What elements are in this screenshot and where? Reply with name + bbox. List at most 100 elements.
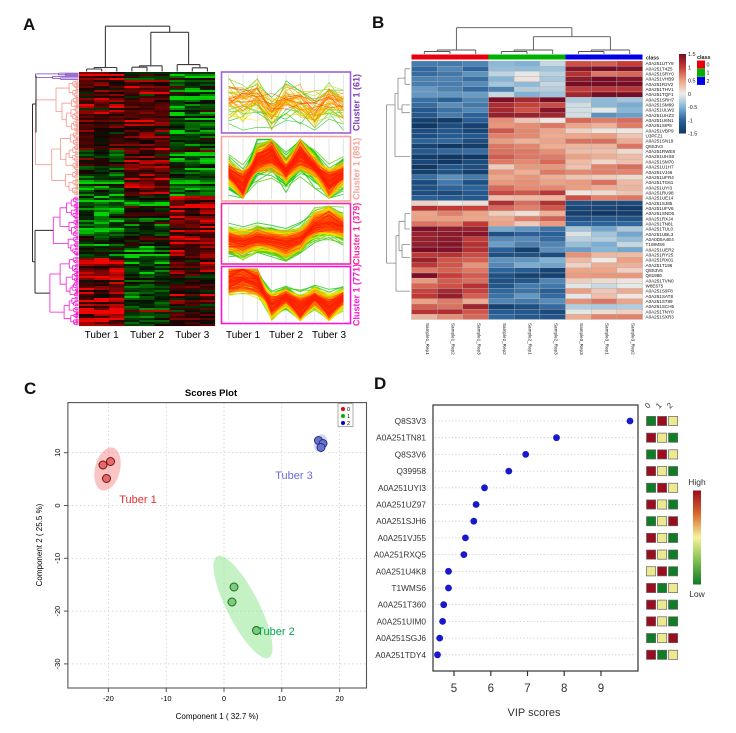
svg-text:5: 5 bbox=[451, 683, 457, 695]
svg-text:-30: -30 bbox=[53, 658, 62, 669]
svg-text:A0A251UHS8: A0A251UHS8 bbox=[646, 154, 675, 159]
svg-text:A0A251SRY0: A0A251SRY0 bbox=[646, 72, 675, 77]
svg-text:A0A251UER2: A0A251UER2 bbox=[646, 247, 675, 252]
svg-text:-0.5: -0.5 bbox=[688, 105, 697, 111]
svg-text:Sample3_Rep1: Sample3_Rep1 bbox=[605, 323, 610, 355]
svg-text:A0A251U4K8: A0A251U4K8 bbox=[376, 566, 427, 576]
svg-text:Tuber 1: Tuber 1 bbox=[119, 494, 157, 506]
svg-text:A0A251ULW2: A0A251ULW2 bbox=[646, 108, 675, 113]
svg-text:-10: -10 bbox=[161, 694, 172, 703]
svg-text:A0A251SM70: A0A251SM70 bbox=[646, 159, 675, 164]
svg-text:A0A251RX01: A0A251RX01 bbox=[646, 258, 674, 263]
svg-text:A0A251TUL0: A0A251TUL0 bbox=[646, 227, 674, 232]
svg-text:0: 0 bbox=[643, 401, 653, 411]
svg-text:A0A251UTY9: A0A251UTY9 bbox=[646, 61, 675, 66]
svg-text:Sample2_Rep2: Sample2_Rep2 bbox=[502, 323, 507, 355]
svg-text:A0A251SJ85: A0A251SJ85 bbox=[646, 201, 673, 206]
svg-text:A0A251UFR4: A0A251UFR4 bbox=[646, 175, 675, 180]
svg-text:A: A bbox=[23, 15, 35, 34]
svg-text:A0A251SAT8: A0A251SAT8 bbox=[646, 294, 674, 299]
svg-text:-10: -10 bbox=[53, 553, 62, 564]
svg-text:A0A251SN19: A0A251SN19 bbox=[646, 139, 674, 144]
svg-text:Sample1_Rep2: Sample1_Rep2 bbox=[451, 323, 456, 355]
svg-text:A0A251TVN0: A0A251TVN0 bbox=[646, 278, 675, 283]
svg-text:Q8S3V3: Q8S3V3 bbox=[646, 144, 664, 149]
svg-text:Tuber 2: Tuber 2 bbox=[130, 330, 165, 341]
svg-text:A0A251UZ97: A0A251UZ97 bbox=[376, 500, 426, 510]
svg-text:A0A251SCH5: A0A251SCH5 bbox=[646, 304, 675, 309]
svg-text:A0A251VBP9: A0A251VBP9 bbox=[646, 128, 675, 133]
svg-text:0: 0 bbox=[707, 63, 710, 69]
svg-text:A0A251T360: A0A251T360 bbox=[378, 600, 427, 610]
svg-text:A0A251R2V2: A0A251R2V2 bbox=[646, 82, 674, 87]
svg-text:A0A251VJ55: A0A251VJ55 bbox=[378, 533, 427, 543]
svg-text:1: 1 bbox=[347, 414, 350, 420]
svg-text:A0A251UYI3: A0A251UYI3 bbox=[646, 185, 673, 190]
svg-text:A0A251TDY4: A0A251TDY4 bbox=[375, 650, 426, 660]
svg-text:Cluster 1 (771): Cluster 1 (771) bbox=[352, 264, 362, 326]
svg-text:1: 1 bbox=[707, 71, 710, 77]
svg-text:A0A251SRH7: A0A251SRH7 bbox=[646, 97, 675, 102]
svg-text:A0A251U1H7: A0A251U1H7 bbox=[646, 165, 675, 170]
svg-text:Tuber 3: Tuber 3 bbox=[312, 330, 347, 341]
svg-text:6: 6 bbox=[488, 683, 494, 695]
svg-text:A0A0D5A4E4: A0A0D5A4E4 bbox=[646, 237, 675, 242]
svg-text:A0A251THV1: A0A251THV1 bbox=[646, 87, 675, 92]
svg-text:A0A251SXR3: A0A251SXR3 bbox=[646, 315, 675, 320]
svg-text:A0A251S789: A0A251S789 bbox=[646, 299, 674, 304]
svg-text:20: 20 bbox=[335, 694, 343, 703]
svg-text:2: 2 bbox=[347, 421, 350, 427]
svg-text:-1.5: -1.5 bbox=[688, 132, 697, 138]
svg-text:2: 2 bbox=[707, 79, 710, 85]
svg-text:Cluster 1 (61): Cluster 1 (61) bbox=[352, 74, 362, 131]
svg-text:Q8S3V6: Q8S3V6 bbox=[395, 449, 427, 459]
svg-text:Cluster 1 (891): Cluster 1 (891) bbox=[352, 138, 362, 200]
svg-text:class: class bbox=[697, 55, 711, 61]
svg-text:0.5: 0.5 bbox=[688, 79, 696, 85]
svg-text:Sample1_Rep1: Sample1_Rep1 bbox=[425, 323, 430, 355]
svg-text:A0A251UYI3: A0A251UYI3 bbox=[378, 483, 426, 493]
svg-text:A0A251UHZ3: A0A251UHZ3 bbox=[646, 113, 675, 118]
svg-text:0: 0 bbox=[688, 92, 691, 98]
svg-text:Tuber 2: Tuber 2 bbox=[257, 626, 295, 638]
svg-text:Sample3_Rep2: Sample3_Rep2 bbox=[630, 323, 635, 355]
svg-text:Tuber 2: Tuber 2 bbox=[269, 330, 304, 341]
svg-text:A0A251UBL3: A0A251UBL3 bbox=[646, 232, 674, 237]
svg-text:1: 1 bbox=[654, 401, 664, 411]
svg-text:-20: -20 bbox=[103, 694, 114, 703]
svg-text:High: High bbox=[688, 477, 706, 487]
svg-text:9: 9 bbox=[598, 683, 604, 695]
svg-text:A0A251RXQ5: A0A251RXQ5 bbox=[374, 550, 427, 560]
svg-text:A0A251UIM0: A0A251UIM0 bbox=[377, 616, 427, 626]
svg-text:A0A251SJH6: A0A251SJH6 bbox=[376, 516, 426, 526]
svg-text:W8E675: W8E675 bbox=[646, 284, 664, 289]
svg-text:Sample2_Rep1: Sample2_Rep1 bbox=[528, 323, 533, 355]
svg-text:A0A251VHB9: A0A251VHB9 bbox=[646, 77, 675, 82]
svg-text:A0A251RU98: A0A251RU98 bbox=[646, 190, 675, 195]
svg-text:1.5: 1.5 bbox=[688, 52, 696, 58]
svg-text:B: B bbox=[372, 13, 384, 32]
svg-text:A0A251S9F8: A0A251S9F8 bbox=[646, 289, 674, 294]
svg-text:A0A251TNY0: A0A251TNY0 bbox=[646, 309, 675, 314]
svg-text:Sample1_Rep3: Sample1_Rep3 bbox=[476, 323, 481, 355]
svg-text:Sample3_Rep3: Sample3_Rep3 bbox=[579, 323, 584, 355]
svg-text:2: 2 bbox=[665, 401, 675, 411]
svg-text:U3PFZ1: U3PFZ1 bbox=[646, 134, 664, 139]
svg-text:A0A251UE14: A0A251UE14 bbox=[646, 196, 674, 201]
svg-text:Cluster 1 (379): Cluster 1 (379) bbox=[352, 203, 362, 265]
svg-text:T1WMS6: T1WMS6 bbox=[391, 583, 426, 593]
svg-text:C: C bbox=[24, 379, 36, 398]
svg-text:A0A251TN81: A0A251TN81 bbox=[646, 221, 674, 226]
svg-text:Tuber 3: Tuber 3 bbox=[175, 330, 210, 341]
svg-text:class: class bbox=[646, 56, 659, 62]
svg-text:7: 7 bbox=[524, 683, 530, 695]
svg-text:A0A251UFV6: A0A251UFV6 bbox=[646, 206, 675, 211]
svg-text:A0A251VJ46: A0A251VJ46 bbox=[646, 170, 673, 175]
svg-text:A0A251TN81: A0A251TN81 bbox=[376, 433, 426, 443]
svg-text:Tuber 1: Tuber 1 bbox=[226, 330, 261, 341]
svg-text:Q8S3V5: Q8S3V5 bbox=[646, 268, 664, 273]
svg-text:VIP scores: VIP scores bbox=[508, 707, 561, 719]
svg-text:0: 0 bbox=[53, 503, 62, 507]
svg-text:A0A251TG61: A0A251TG61 bbox=[646, 180, 674, 185]
svg-text:-1: -1 bbox=[688, 118, 693, 124]
